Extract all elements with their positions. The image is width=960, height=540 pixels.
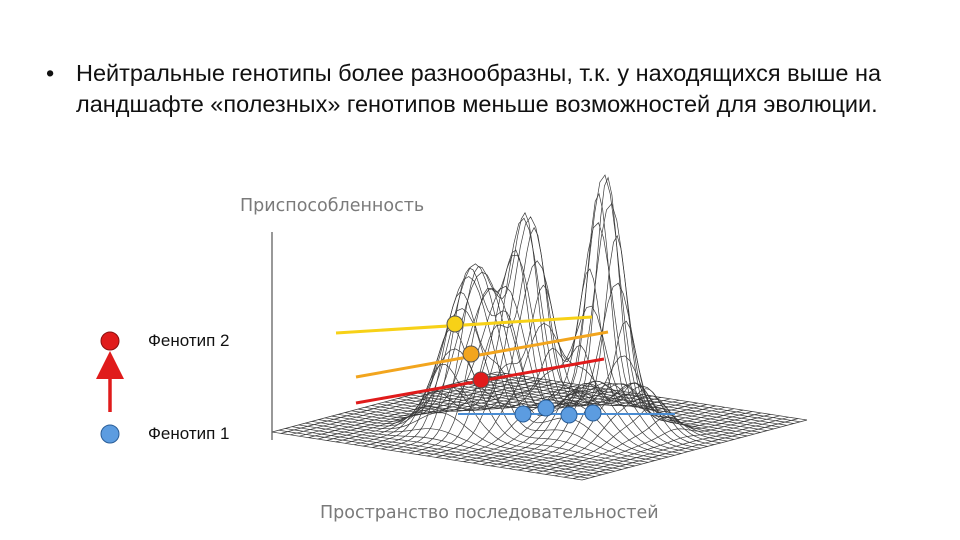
mesh-line bbox=[299, 375, 525, 437]
bullet-text: Нейтральные генотипы более разнообразны,… bbox=[76, 60, 882, 117]
phenotype-1-dot bbox=[100, 424, 120, 444]
mesh-line bbox=[354, 384, 580, 446]
fitness-landscape-mesh bbox=[271, 174, 808, 481]
mesh-line bbox=[563, 416, 789, 478]
mesh-line bbox=[527, 401, 753, 472]
mesh-line bbox=[463, 234, 689, 462]
mesh-line bbox=[384, 217, 695, 451]
mesh-line bbox=[381, 291, 607, 450]
mesh-line bbox=[271, 371, 498, 433]
mesh-line bbox=[372, 327, 598, 448]
mesh-line bbox=[509, 382, 735, 470]
bullet-point: • Нейтральные генотипы более разнообразн… bbox=[46, 58, 926, 120]
mesh-line bbox=[536, 412, 762, 474]
phenotype-1-label: Фенотип 1 bbox=[148, 424, 230, 443]
mesh-line bbox=[554, 415, 780, 477]
blue-genotype-dot bbox=[514, 405, 532, 423]
y-axis-label: Приспособленность bbox=[240, 196, 425, 216]
bullet-marker: • bbox=[46, 60, 55, 86]
mesh-line bbox=[436, 268, 662, 458]
orange-level-line bbox=[355, 330, 609, 379]
mesh-line bbox=[572, 418, 798, 479]
red-genotype-dot bbox=[472, 371, 490, 389]
mesh-line bbox=[499, 383, 725, 468]
yellow-level-line bbox=[335, 315, 593, 335]
mesh-line bbox=[490, 380, 716, 467]
phenotype-2-label: Фенотип 2 bbox=[148, 331, 230, 350]
mesh-line bbox=[472, 320, 698, 464]
mesh-line bbox=[417, 226, 643, 455]
mesh-line bbox=[518, 388, 744, 471]
mesh-line bbox=[326, 380, 552, 441]
blue-genotype-dot bbox=[584, 404, 602, 422]
mesh-line bbox=[390, 267, 616, 451]
mesh-line bbox=[335, 381, 561, 443]
mesh-line bbox=[454, 176, 680, 461]
phenotype-2-dot bbox=[100, 331, 120, 351]
yellow-genotype-dot bbox=[446, 315, 464, 333]
mesh-line bbox=[581, 419, 808, 481]
mesh-line bbox=[308, 377, 534, 438]
orange-genotype-dot bbox=[462, 345, 480, 363]
blue-genotype-dot bbox=[537, 399, 555, 417]
mesh-line bbox=[545, 414, 771, 475]
blue-genotype-dot bbox=[560, 406, 578, 424]
x-axis-label: Пространство последовательностей bbox=[320, 503, 659, 523]
mesh-line bbox=[357, 271, 669, 458]
mesh-line bbox=[426, 284, 653, 457]
mesh-line bbox=[445, 192, 671, 460]
